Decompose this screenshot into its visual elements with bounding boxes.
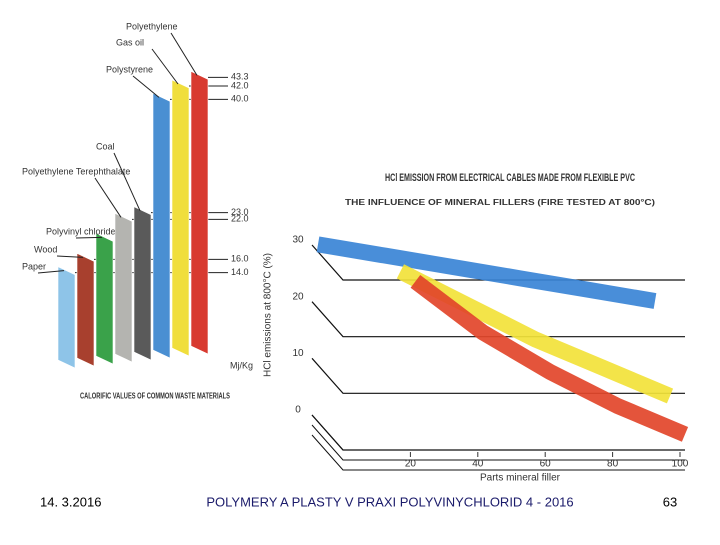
footer-title: POLYMERY A PLASTY V PRAXI POLYVINYCHLORI… (206, 494, 573, 509)
value-label: 22.0 (231, 214, 249, 224)
bar (152, 92, 171, 359)
category-label: Coal (96, 141, 115, 151)
grid-line-extra (311, 424, 685, 461)
grid-line (311, 301, 685, 338)
category-label: Wood (34, 244, 57, 254)
leader-line (132, 75, 160, 98)
bar (190, 70, 209, 355)
category-label: Polystyrene (106, 64, 153, 74)
value-label: 14.0 (231, 267, 249, 277)
value-label: 42.0 (231, 80, 249, 90)
leader-line (113, 152, 141, 211)
chart-title: CALORIFIC VALUES OF COMMON WASTE MATERIA… (80, 390, 230, 400)
bar (114, 212, 133, 363)
grid-line-extra (311, 414, 685, 451)
y-tick-label: 0 (295, 405, 301, 416)
x-tick-label: 40 (472, 459, 484, 470)
value-label: 16.0 (231, 254, 249, 264)
category-label: Polyvinyl chloride (46, 226, 116, 236)
grid-line-extra (311, 434, 685, 471)
y-tick-label: 10 (292, 348, 304, 359)
category-label: Polyethylene (126, 21, 178, 31)
footer-page: 63 (663, 494, 677, 509)
leader-line (151, 48, 179, 85)
y-tick-label: 20 (292, 291, 304, 302)
x-tick-label: 20 (405, 459, 417, 470)
chart-title: HCl EMISSION FROM ELECTRICAL CABLES MADE… (385, 172, 635, 184)
y-tick-label: 30 (292, 235, 304, 246)
category-label: Gas oil (116, 37, 144, 47)
x-tick-label: 60 (540, 459, 552, 470)
category-label: Paper (22, 261, 46, 271)
ribbon (410, 274, 689, 442)
value-label: 23.0 (231, 207, 249, 217)
chart-subtitle: THE INFLUENCE OF MINERAL FILLERS (FIRE T… (345, 198, 655, 207)
leader-line (94, 177, 122, 218)
bar (95, 232, 114, 365)
unit-label: Mj/Kg (230, 360, 253, 370)
value-label: 43.3 (231, 72, 249, 82)
x-tick-label: 80 (607, 459, 619, 470)
leader-line (37, 270, 65, 274)
grid-line (311, 357, 685, 394)
y-axis-title: HCl emissions at 800°C (%) (263, 253, 274, 377)
bar (57, 266, 76, 369)
ribbon (316, 236, 657, 309)
bar (76, 252, 95, 367)
value-label: 40.0 (231, 94, 249, 104)
bar (133, 206, 152, 361)
bar (171, 79, 190, 357)
category-label: Polyethylene Terephthalate (22, 166, 130, 176)
grid-line (311, 414, 685, 451)
leader-line (75, 236, 103, 239)
x-tick-label: 100 (672, 459, 689, 470)
x-axis-title: Parts mineral filler (480, 473, 561, 484)
footer-date: 14. 3.2016 (40, 494, 101, 509)
leader-line (56, 255, 84, 258)
leader-line (170, 32, 198, 76)
